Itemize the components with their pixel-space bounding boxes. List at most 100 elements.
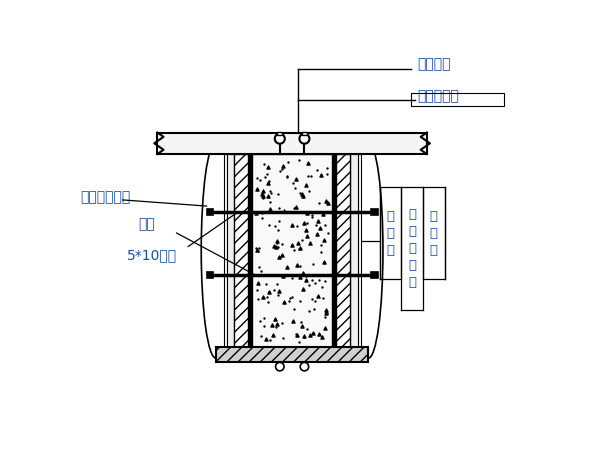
Point [298,193,307,200]
Point [259,192,268,199]
Bar [277,132,282,135]
Point [295,297,304,305]
Point [253,279,262,286]
Point [297,323,307,330]
Point [258,293,268,300]
Point [287,275,296,282]
Point [304,307,314,315]
Point [313,292,322,300]
Point [256,268,265,275]
Point [271,222,280,230]
Point [261,336,271,343]
Point [312,166,322,174]
Point [296,189,305,197]
Point [252,286,262,293]
Point [280,299,289,306]
Point [259,323,269,330]
Text: 铁丝绑扎牢固: 铁丝绑扎牢固 [80,190,131,204]
Point [277,252,287,259]
Point [292,222,301,229]
Point [262,171,271,178]
Point [305,239,315,246]
Point [320,221,330,229]
Point [307,214,317,221]
Point [287,221,296,229]
Point [265,198,274,205]
Point [272,238,282,245]
Point [257,190,267,197]
Text: 一层塑料布: 一层塑料布 [417,90,459,104]
Circle shape [299,134,310,144]
Point [322,197,331,204]
Point [320,313,329,320]
Point [292,261,302,269]
Point [284,297,293,305]
Point [314,276,324,284]
Point [251,210,261,217]
Point [294,338,304,346]
Point [255,176,265,184]
Point [295,262,305,270]
Bar [332,154,336,346]
Point [302,209,311,216]
Point [259,194,268,202]
Bar [206,272,213,279]
Point [263,163,273,171]
Point [320,277,330,284]
Point [259,314,269,321]
Point [320,324,330,331]
Point [316,171,326,178]
Point [289,317,298,324]
Point [252,175,262,182]
Point [301,276,311,284]
Circle shape [275,134,285,144]
Point [273,190,283,198]
Point [299,333,308,340]
Text: 白
铁
皮: 白 铁 皮 [430,210,438,256]
Point [265,188,275,195]
Point [287,241,297,248]
Point [272,281,281,288]
Point [261,280,271,288]
Point [313,217,322,225]
Point [279,271,289,279]
Bar [371,209,377,215]
Point [251,244,260,252]
Point [264,222,274,229]
Point [256,332,265,339]
Point [263,298,272,306]
Point [316,224,325,231]
Point [321,306,331,314]
Bar [224,154,227,346]
Point [298,270,308,277]
Point [314,330,324,337]
Point [299,219,309,226]
Point [310,280,320,287]
Point [304,160,313,167]
Point [273,243,283,251]
Point [302,232,312,239]
Point [274,292,283,299]
Point [274,217,284,224]
Point [289,205,299,212]
Point [285,295,295,302]
Point [313,230,322,237]
Point [260,173,270,180]
Point [259,161,269,168]
Point [278,334,287,341]
Bar [371,272,377,279]
Point [314,199,324,207]
Bar [302,132,307,135]
Circle shape [275,362,284,371]
Text: 5*10方木: 5*10方木 [127,248,176,262]
Point [319,295,328,302]
Point [277,165,286,172]
Point [264,178,274,185]
Point [269,287,279,294]
Bar [157,133,427,154]
Point [303,173,313,180]
Point [279,207,289,215]
Point [282,263,292,270]
Bar [336,154,350,346]
Point [282,174,292,181]
